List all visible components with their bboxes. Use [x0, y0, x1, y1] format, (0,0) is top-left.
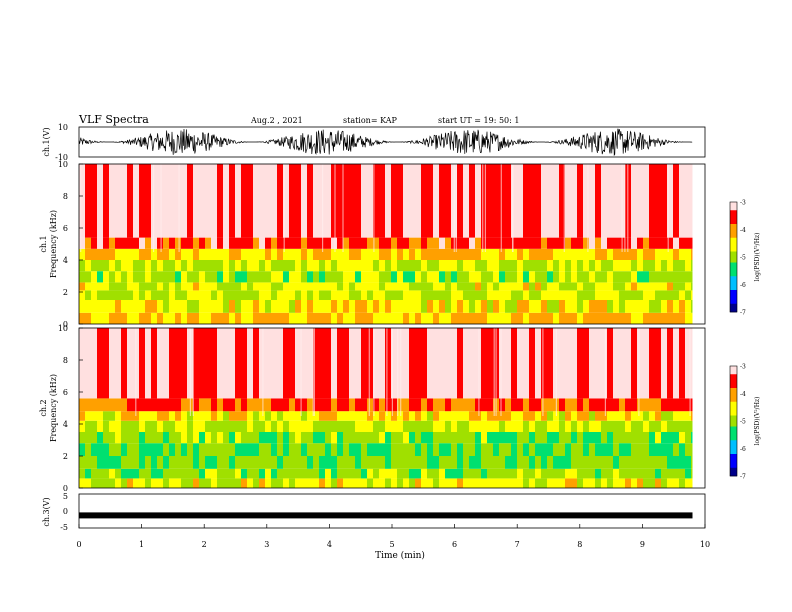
ch1-waveform-line	[78, 128, 693, 157]
ch2-spectrogram-panel: 0 2 4 6 8 10 ch.2 Frequency (kHz) -3 -4 -5 -6 -7 l…	[39, 324, 761, 493]
ch3-waveform-line	[79, 512, 693, 519]
ch2-spectrogram-ytick-label: 4	[63, 420, 68, 429]
ch2-colorbar: -3 -4 -5 -6 -7 log(PSD)(V²/Hz)	[729, 364, 761, 481]
date-label: Aug.2 , 2021	[250, 116, 303, 125]
ch2-colorbar-tick-label: -6	[740, 446, 746, 453]
ch1-spectrogram-heatmap	[79, 164, 693, 324]
ch2-colorbar-tick-label: -4	[740, 391, 746, 398]
ch2-spectrogram-ytick-label: 2	[63, 452, 68, 461]
ch1-spectrogram-ytick-label: 6	[63, 224, 68, 233]
ch2-spectrogram-ylabel-channel: ch.2	[39, 399, 48, 416]
ch1-colorbar-tick-label: -5	[740, 255, 746, 262]
x-tick-label: 10	[700, 540, 710, 549]
station-label: station= KAP	[343, 116, 398, 125]
ch2-spectrogram-ylabel: Frequency (kHz)	[49, 374, 58, 442]
ch1-colorbar-tick-label: -6	[740, 282, 746, 289]
ch2-colorbar-tick-label: -3	[740, 364, 746, 371]
figure-title: VLF Spectra	[78, 113, 149, 126]
ch1-ytick-top: 10	[58, 123, 68, 132]
ch3-ytick-top: 5	[63, 492, 68, 501]
ch1-waveform-panel: 10 -10 ch.1(V)	[42, 123, 706, 162]
x-axis-label: Time (min)	[375, 550, 425, 561]
ch2-spectrogram-ytick-label: 10	[58, 324, 68, 333]
ch1-spectrogram-ylabel: Frequency (kHz)	[49, 210, 58, 278]
x-tick-label: 3	[264, 540, 269, 549]
ch2-spectrogram-ytick-label: 0	[63, 484, 68, 493]
ch2-colorbar-tick-label: -7	[740, 474, 746, 481]
x-tick-label: 5	[389, 540, 394, 549]
ch1-colorbar-tick-label: -4	[740, 227, 746, 234]
ch2-colorbar-label: log(PSD)(V²/Hz)	[754, 397, 761, 446]
ch1-spectrogram-ylabel-channel: ch.1	[39, 235, 48, 252]
ch1-spectrogram-ytick-label: 2	[63, 288, 68, 297]
ch2-spectrogram-ytick-label: 8	[63, 356, 68, 365]
x-tick-label: 7	[515, 540, 520, 549]
ch1-colorbar-label: log(PSD)(V²/Hz)	[754, 233, 761, 282]
ch1-spectrogram-ytick-label: 0	[63, 320, 68, 329]
ch3-waveform-panel: 5 0 -5 ch.3(V) 0 1 2 3 4 5 6 7 8 9 10 Time (min)	[42, 492, 710, 561]
x-tick-label: 9	[640, 540, 645, 549]
ch3-ytick-bottom: -5	[60, 523, 68, 532]
ch1-spectrogram-panel: 0 2 4 6 8 10 ch.1 Frequency (kHz) -3 -4 -5 -6 -7 l…	[39, 160, 761, 329]
ch2-colorbar-tick-label: -5	[740, 419, 746, 426]
ch3-ytick-mid: 0	[63, 507, 68, 516]
ch1-spectrogram-ytick-label: 4	[63, 256, 68, 265]
ch1-spectrogram-ytick-label: 8	[63, 192, 68, 201]
ch2-spectrogram-heatmap	[79, 328, 693, 488]
ch1-colorbar-tick-label: -7	[740, 310, 746, 317]
ch1-colorbar-tick-label: -3	[740, 200, 746, 207]
ch1-spectrogram-ytick-label: 10	[58, 160, 68, 169]
x-tick-label: 4	[327, 540, 332, 549]
ch3-waveform-ylabel: ch.3(V)	[42, 497, 51, 526]
ch1-colorbar: -3 -4 -5 -6 -7 log(PSD)(V²/Hz)	[729, 200, 761, 317]
x-tick-label: 1	[139, 540, 144, 549]
ch2-spectrogram-ytick-label: 6	[63, 388, 68, 397]
x-tick-label: 6	[452, 540, 457, 549]
x-tick-label: 0	[76, 540, 81, 549]
x-tick-label: 8	[577, 540, 582, 549]
ch1-waveform-ylabel: ch.1(V)	[42, 127, 51, 156]
x-tick-label: 2	[202, 540, 207, 549]
start-time-label: start UT = 19: 50: 1	[438, 116, 519, 125]
ch1-ytick-bottom: -10	[55, 153, 68, 162]
